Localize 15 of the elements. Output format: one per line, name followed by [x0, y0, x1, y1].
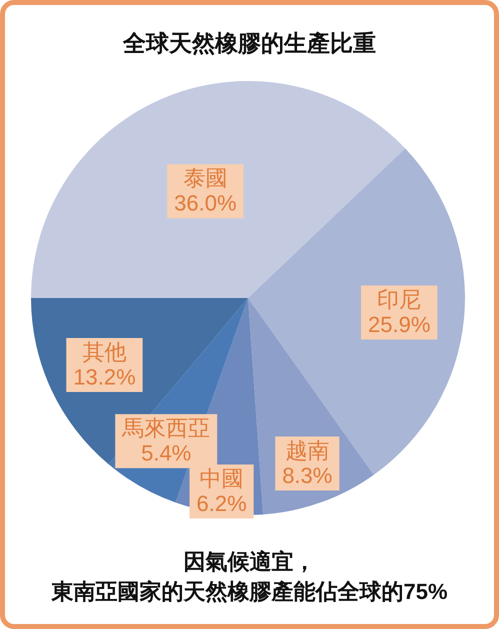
slice-label: 泰國: [183, 166, 228, 191]
data-label: 6.2%: [196, 491, 247, 516]
data-label: 5.4%: [141, 440, 192, 466]
text: 東南亞國家的天然橡膠產能佔全球的75%: [50, 579, 448, 604]
slice-label: 印尼: [377, 287, 422, 312]
data-label: 25.9%: [368, 312, 430, 338]
slice-label: 越南: [285, 438, 330, 463]
slice-label: 其他: [82, 339, 126, 364]
chart-title: 全球天然橡膠的生產比重: [122, 30, 376, 56]
data-label: 36.0%: [174, 190, 237, 216]
data-label: 13.2%: [73, 364, 136, 390]
data-label: 8.3%: [282, 462, 332, 488]
slice-label: 中國: [200, 466, 244, 492]
slice-label: 馬來西亞: [121, 416, 210, 441]
text: 因氣候適宜，: [184, 549, 316, 574]
